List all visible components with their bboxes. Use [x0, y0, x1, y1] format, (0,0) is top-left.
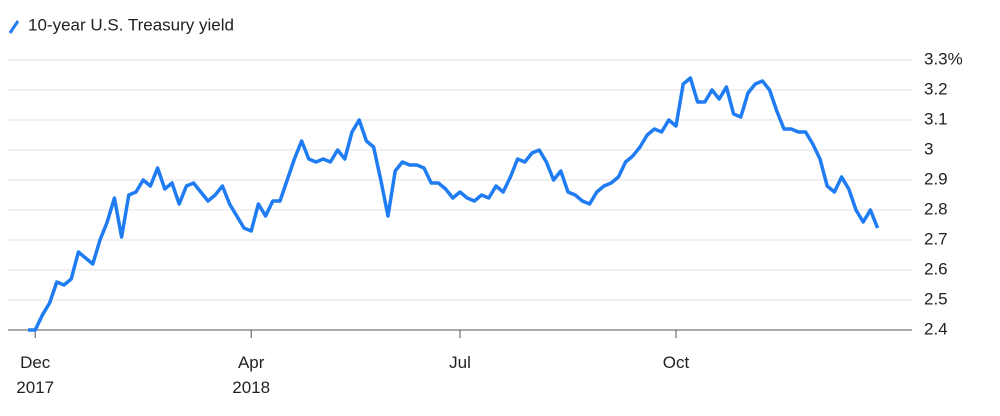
y-tick-label: 3.1 — [924, 109, 948, 128]
x-tick-label: Dec 2017 — [16, 353, 55, 397]
y-tick-label: 2.8 — [924, 199, 948, 218]
y-tick-label: 2.6 — [924, 259, 948, 278]
x-tick-label: Oct — [662, 353, 690, 372]
y-tick-label: 2.9 — [924, 169, 948, 188]
x-tick-label: Jul — [449, 353, 471, 372]
y-tick-label: 2.7 — [924, 229, 948, 248]
y-tick-label: 3.3% — [924, 49, 963, 68]
y-tick-label: 2.4 — [924, 319, 948, 338]
series-line — [28, 76, 880, 332]
y-tick-label: 3 — [924, 139, 933, 158]
y-tick-label: 3.2 — [924, 79, 948, 98]
y-tick-label: 2.5 — [924, 289, 948, 308]
x-tick-label: Apr 2018 — [232, 353, 271, 397]
legend-swatch — [8, 20, 20, 34]
legend-label: 10-year U.S. Treasury yield — [28, 15, 234, 34]
